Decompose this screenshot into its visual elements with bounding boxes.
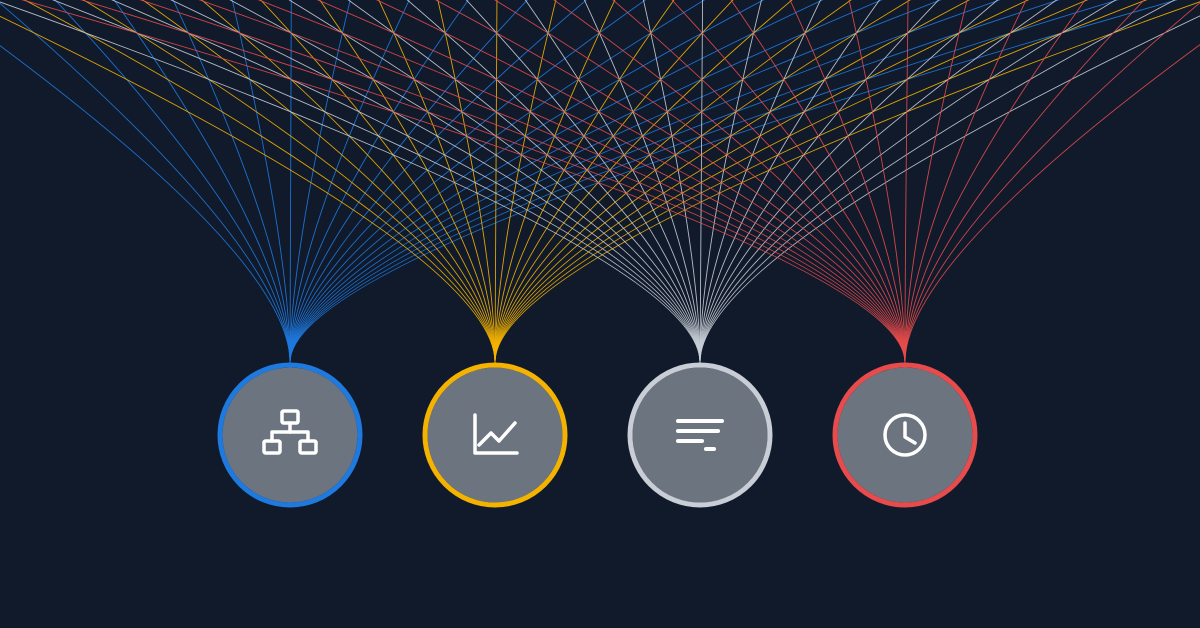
node-clock bbox=[835, 365, 975, 505]
node-hierarchy bbox=[220, 365, 360, 505]
node-list bbox=[630, 365, 770, 505]
node-chart bbox=[425, 365, 565, 505]
infographic-canvas bbox=[0, 0, 1200, 628]
